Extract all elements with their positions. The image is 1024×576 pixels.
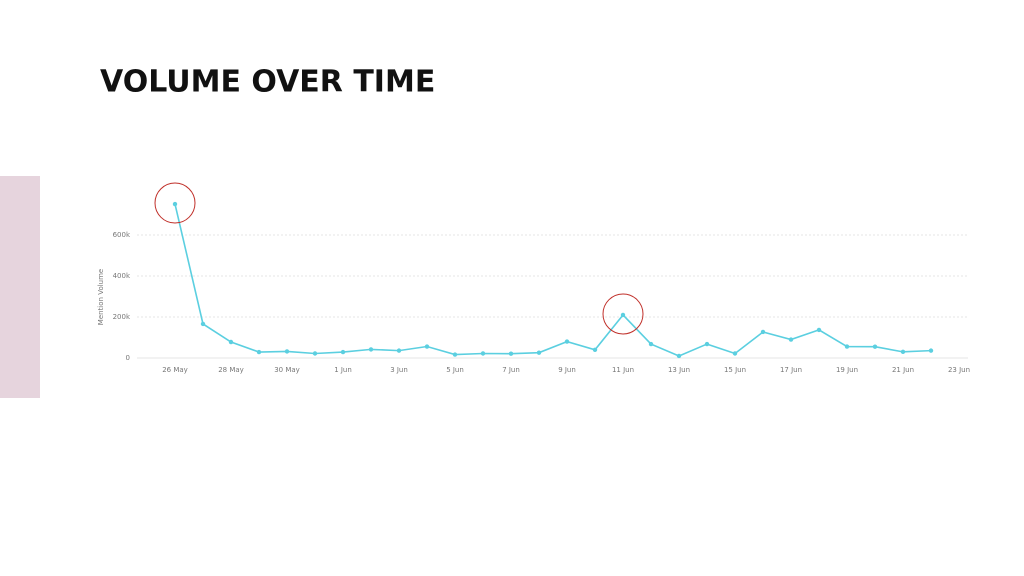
data-point (760, 329, 766, 335)
data-point (340, 349, 346, 355)
highlight-circle (602, 293, 644, 335)
highlight-circle (154, 182, 196, 224)
y-tick-label: 600k (113, 231, 131, 239)
data-point (648, 341, 654, 347)
x-tick-label: 17 Jun (780, 366, 802, 374)
x-tick-label: 11 Jun (612, 366, 634, 374)
x-tick-label: 28 May (218, 366, 244, 374)
side-accent (0, 176, 40, 398)
data-point (480, 351, 486, 356)
x-tick-label: 5 Jun (446, 366, 464, 374)
data-point (536, 350, 542, 355)
data-point (256, 349, 262, 355)
x-tick-label: 26 May (162, 366, 188, 374)
chart-title: VOLUME OVER TIME (100, 65, 435, 100)
y-axis-title: Mention Volume (97, 269, 105, 325)
data-point (452, 352, 458, 357)
data-point (704, 341, 710, 347)
y-tick-label: 200k (113, 313, 131, 321)
data-point (928, 348, 934, 353)
x-tick-label: 23 Jun (948, 366, 970, 374)
x-tick-label: 13 Jun (668, 366, 690, 374)
data-point (284, 349, 290, 354)
x-tick-label: 7 Jun (502, 366, 520, 374)
y-tick-label: 400k (113, 272, 131, 280)
data-point (424, 344, 430, 349)
x-tick-label: 15 Jun (724, 366, 746, 374)
y-tick-label: 0 (126, 354, 130, 362)
x-tick-label: 30 May (274, 366, 300, 374)
data-point (676, 353, 682, 359)
data-point (900, 349, 906, 355)
data-point (312, 351, 318, 356)
data-line (174, 203, 932, 357)
data-point (592, 347, 598, 352)
data-point (228, 339, 234, 345)
data-point (396, 348, 402, 353)
data-point (172, 201, 178, 207)
x-tick-label: 3 Jun (390, 366, 408, 374)
data-point (816, 327, 822, 333)
x-tick-label: 1 Jun (334, 366, 352, 374)
data-point (620, 312, 626, 318)
data-point (732, 351, 738, 356)
x-tick-label: 9 Jun (558, 366, 576, 374)
data-point (788, 337, 794, 342)
data-point (564, 339, 570, 344)
data-point (508, 351, 514, 356)
data-point (844, 344, 850, 349)
data-point (872, 344, 878, 349)
x-tick-label: 21 Jun (892, 366, 914, 374)
x-tick-label: 19 Jun (836, 366, 858, 374)
data-point (200, 321, 206, 327)
data-point (368, 347, 374, 352)
